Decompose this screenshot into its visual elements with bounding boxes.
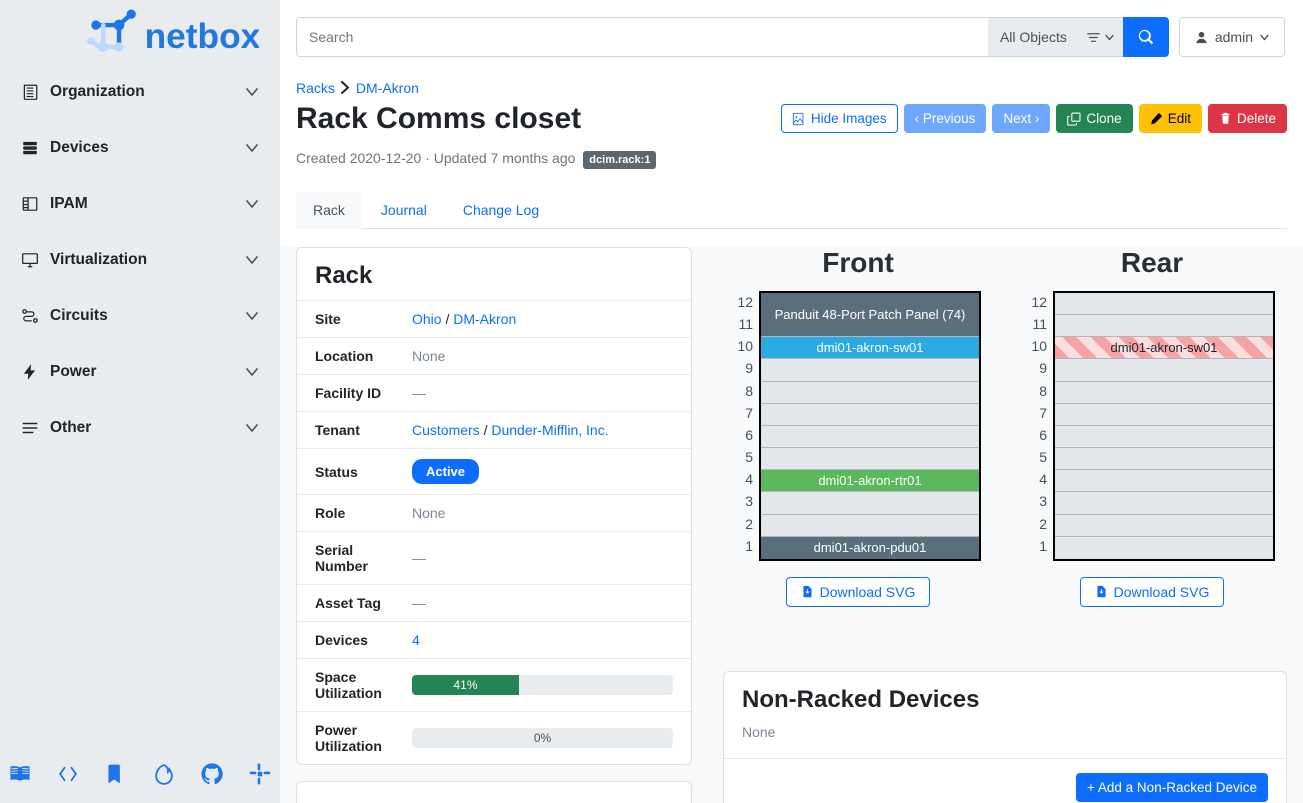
svg-text:netbox: netbox bbox=[145, 17, 259, 56]
